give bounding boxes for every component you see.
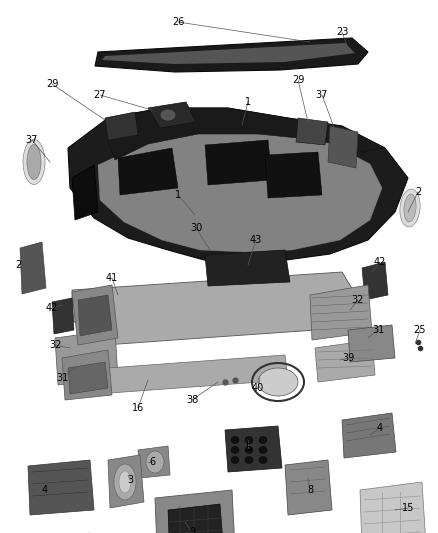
Polygon shape [98,132,382,252]
Text: 29: 29 [292,75,304,85]
Text: 8: 8 [307,485,313,495]
Polygon shape [68,108,408,262]
Text: 2: 2 [415,187,421,197]
Text: 4: 4 [377,423,383,433]
Text: 2: 2 [15,260,21,270]
Polygon shape [362,262,388,300]
Text: 32: 32 [49,340,61,350]
Text: 41: 41 [106,273,118,283]
Ellipse shape [119,471,131,493]
Text: 38: 38 [186,395,198,405]
Polygon shape [138,446,170,478]
Ellipse shape [160,109,176,121]
Text: 37: 37 [316,90,328,100]
Ellipse shape [23,140,45,184]
Text: 40: 40 [252,383,264,393]
Polygon shape [360,482,426,533]
Ellipse shape [245,437,253,443]
Polygon shape [55,330,118,385]
Polygon shape [285,460,332,515]
Polygon shape [68,362,108,394]
Polygon shape [205,140,272,185]
Ellipse shape [400,189,420,227]
Text: 30: 30 [190,223,202,233]
Polygon shape [20,242,46,294]
Polygon shape [342,413,396,458]
Text: 26: 26 [172,17,184,27]
Polygon shape [296,118,328,145]
Polygon shape [105,112,138,140]
Polygon shape [62,350,112,400]
Text: 43: 43 [250,235,262,245]
Polygon shape [310,285,372,340]
Polygon shape [52,298,74,334]
Polygon shape [168,504,224,533]
Text: 15: 15 [402,503,414,513]
Text: 37: 37 [26,135,38,145]
Text: 39: 39 [342,353,354,363]
Text: 16: 16 [132,403,144,413]
Polygon shape [95,38,368,72]
Ellipse shape [146,451,164,473]
Polygon shape [348,325,395,362]
Ellipse shape [258,368,298,396]
Ellipse shape [27,144,41,180]
Text: 23: 23 [336,27,348,37]
Polygon shape [108,455,144,508]
Text: 42: 42 [374,257,386,267]
Polygon shape [315,340,375,382]
Text: 27: 27 [94,90,106,100]
Ellipse shape [259,437,267,443]
Ellipse shape [404,194,416,222]
Polygon shape [265,152,322,198]
Ellipse shape [231,437,239,443]
Ellipse shape [231,456,239,464]
Ellipse shape [245,447,253,454]
Text: 32: 32 [352,295,364,305]
Text: 31: 31 [372,325,384,335]
Ellipse shape [259,447,267,454]
Polygon shape [118,148,178,195]
Ellipse shape [114,464,136,500]
Polygon shape [108,355,288,393]
Text: 4: 4 [42,485,48,495]
Text: 25: 25 [414,325,426,335]
Ellipse shape [259,456,267,464]
Text: 3: 3 [127,475,133,485]
Text: 1: 1 [245,97,251,107]
Polygon shape [148,102,196,128]
Polygon shape [225,426,282,472]
Ellipse shape [245,456,253,464]
Polygon shape [72,272,362,345]
Text: 1: 1 [175,190,181,200]
Polygon shape [102,43,355,64]
Text: 29: 29 [46,79,58,89]
Polygon shape [72,285,118,345]
Polygon shape [328,126,358,168]
Text: 42: 42 [46,303,58,313]
Polygon shape [155,490,236,533]
Text: 5: 5 [245,443,251,453]
Text: 9: 9 [189,527,195,533]
Ellipse shape [231,447,239,454]
Text: 6: 6 [149,457,155,467]
Polygon shape [108,108,385,160]
Polygon shape [205,250,290,286]
Text: 31: 31 [56,373,68,383]
Polygon shape [28,460,94,515]
Polygon shape [78,295,112,336]
Polygon shape [72,165,98,220]
